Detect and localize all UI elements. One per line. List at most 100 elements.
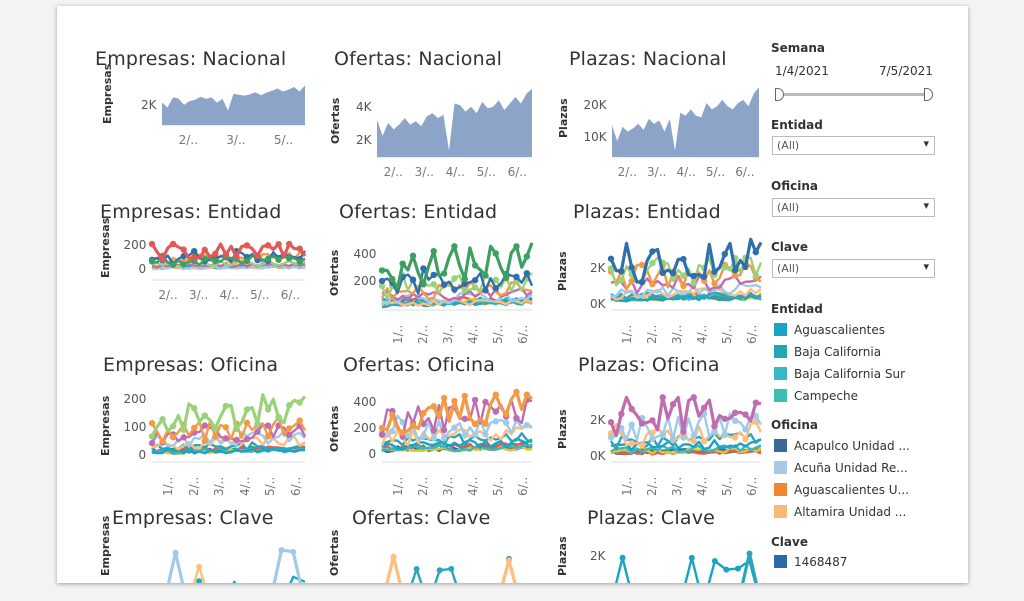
legend-item[interactable]: Aguascalientes xyxy=(774,323,885,339)
data-point xyxy=(264,422,272,429)
data-point xyxy=(492,391,499,398)
week-range-slider[interactable] xyxy=(775,88,933,102)
legend-item[interactable]: 1468487 xyxy=(774,555,847,571)
data-point xyxy=(482,287,489,294)
x-tick-label: 6/.. xyxy=(735,165,755,179)
data-point xyxy=(502,410,510,418)
legend-item[interactable]: Aguascalientes U... xyxy=(774,483,909,499)
data-point xyxy=(451,243,458,250)
legend-item[interactable]: Baja California Sur xyxy=(774,367,905,383)
chart-title: Ofertas: Nacional xyxy=(334,48,503,70)
chart-title: Empresas: Oficina xyxy=(103,354,279,376)
legend-item[interactable]: Acuña Unidad Re... xyxy=(774,461,908,477)
data-point xyxy=(680,428,687,435)
data-point xyxy=(752,272,760,279)
data-point xyxy=(191,405,198,412)
legend-swatch xyxy=(774,367,787,380)
chart-plot xyxy=(614,550,758,583)
legend-label: Altamira Unidad ... xyxy=(794,505,907,519)
area-series xyxy=(377,88,532,157)
data-point xyxy=(290,548,297,555)
chevron-down-icon: ▾ xyxy=(923,260,929,273)
data-point xyxy=(148,439,156,447)
data-point xyxy=(191,254,198,261)
data-point xyxy=(285,402,293,409)
data-point xyxy=(243,242,251,249)
data-point xyxy=(700,273,708,280)
chart-plot xyxy=(377,88,532,158)
area-series xyxy=(162,85,305,125)
line-series xyxy=(610,282,762,299)
x-tick-label: 5/.. xyxy=(250,288,270,302)
y-tick-label: 200 xyxy=(123,238,147,253)
data-point xyxy=(731,272,739,279)
x-tick-label: 3/.. xyxy=(226,133,246,147)
dashboard-card: Empresas: Nacional Empresas 2K 2/.. 3/.. 5/..… xyxy=(57,6,968,583)
data-point xyxy=(222,402,230,410)
data-point xyxy=(723,566,730,573)
line-series xyxy=(166,548,302,583)
y-tick-label: 2K xyxy=(141,98,157,113)
chart-plot xyxy=(378,388,533,463)
chevron-down-icon: ▾ xyxy=(923,137,929,150)
data-point xyxy=(285,255,293,262)
data-point xyxy=(742,263,749,271)
data-point xyxy=(523,253,531,260)
data-point xyxy=(649,435,656,443)
data-point xyxy=(201,246,208,254)
data-point xyxy=(390,553,397,560)
chart-title: Empresas: Entidad xyxy=(100,201,282,223)
chart-title: Plazas: Entidad xyxy=(573,201,721,223)
chevron-down-icon: ▾ xyxy=(923,199,929,212)
data-point xyxy=(492,408,499,415)
data-point xyxy=(628,440,635,447)
data-point xyxy=(690,279,697,287)
chart-plot xyxy=(166,547,306,583)
data-point xyxy=(628,264,635,271)
data-point xyxy=(440,394,448,402)
data-point xyxy=(482,398,489,406)
data-point xyxy=(746,550,753,557)
oficina-dropdown[interactable]: (All) ▾ xyxy=(772,198,935,217)
data-point xyxy=(212,257,219,265)
week-filter-label: Semana xyxy=(771,41,826,55)
y-tick-label: 0 xyxy=(368,447,377,462)
y-tick-label: 100 xyxy=(123,420,147,435)
y-tick-label: 0K xyxy=(590,448,606,463)
data-point xyxy=(148,258,156,265)
clave-dropdown[interactable]: (All) ▾ xyxy=(772,259,935,278)
legend-item[interactable]: Altamira Unidad ... xyxy=(774,505,906,521)
x-tick-label: 3/.. xyxy=(414,165,434,179)
line-series xyxy=(151,259,306,268)
line-series xyxy=(381,432,533,447)
chart-title: Plazas: Oficina xyxy=(578,354,720,376)
data-point xyxy=(731,409,739,416)
y-tick-label: 200 xyxy=(353,274,377,289)
chart-plot xyxy=(385,553,517,583)
oficina-dropdown-value: (All) xyxy=(777,201,800,214)
data-point xyxy=(711,558,718,565)
data-point xyxy=(752,399,760,406)
legend-item[interactable]: Campeche xyxy=(774,389,858,405)
chart-plot xyxy=(148,240,307,281)
data-point xyxy=(378,267,386,274)
data-point xyxy=(451,275,458,282)
slider-end-handle[interactable] xyxy=(924,88,933,101)
chart-plot xyxy=(607,394,763,463)
chart-title: Ofertas: Entidad xyxy=(339,201,498,223)
data-point xyxy=(296,399,303,406)
slider-start-handle[interactable] xyxy=(775,88,784,101)
data-point xyxy=(471,277,479,284)
chart-title: Ofertas: Clave xyxy=(352,507,491,529)
legend-item[interactable]: Acapulco Unidad ... xyxy=(774,439,910,455)
data-point xyxy=(180,246,187,253)
chart-title: Ofertas: Oficina xyxy=(343,354,496,376)
y-tick-label: 0 xyxy=(138,448,147,463)
data-point xyxy=(513,273,520,281)
data-point xyxy=(690,394,697,401)
data-point xyxy=(482,420,489,427)
entidad-dropdown[interactable]: (All) ▾ xyxy=(772,136,935,155)
legend-item[interactable]: Baja California xyxy=(774,345,881,361)
data-point xyxy=(721,431,728,438)
data-point xyxy=(721,415,728,422)
